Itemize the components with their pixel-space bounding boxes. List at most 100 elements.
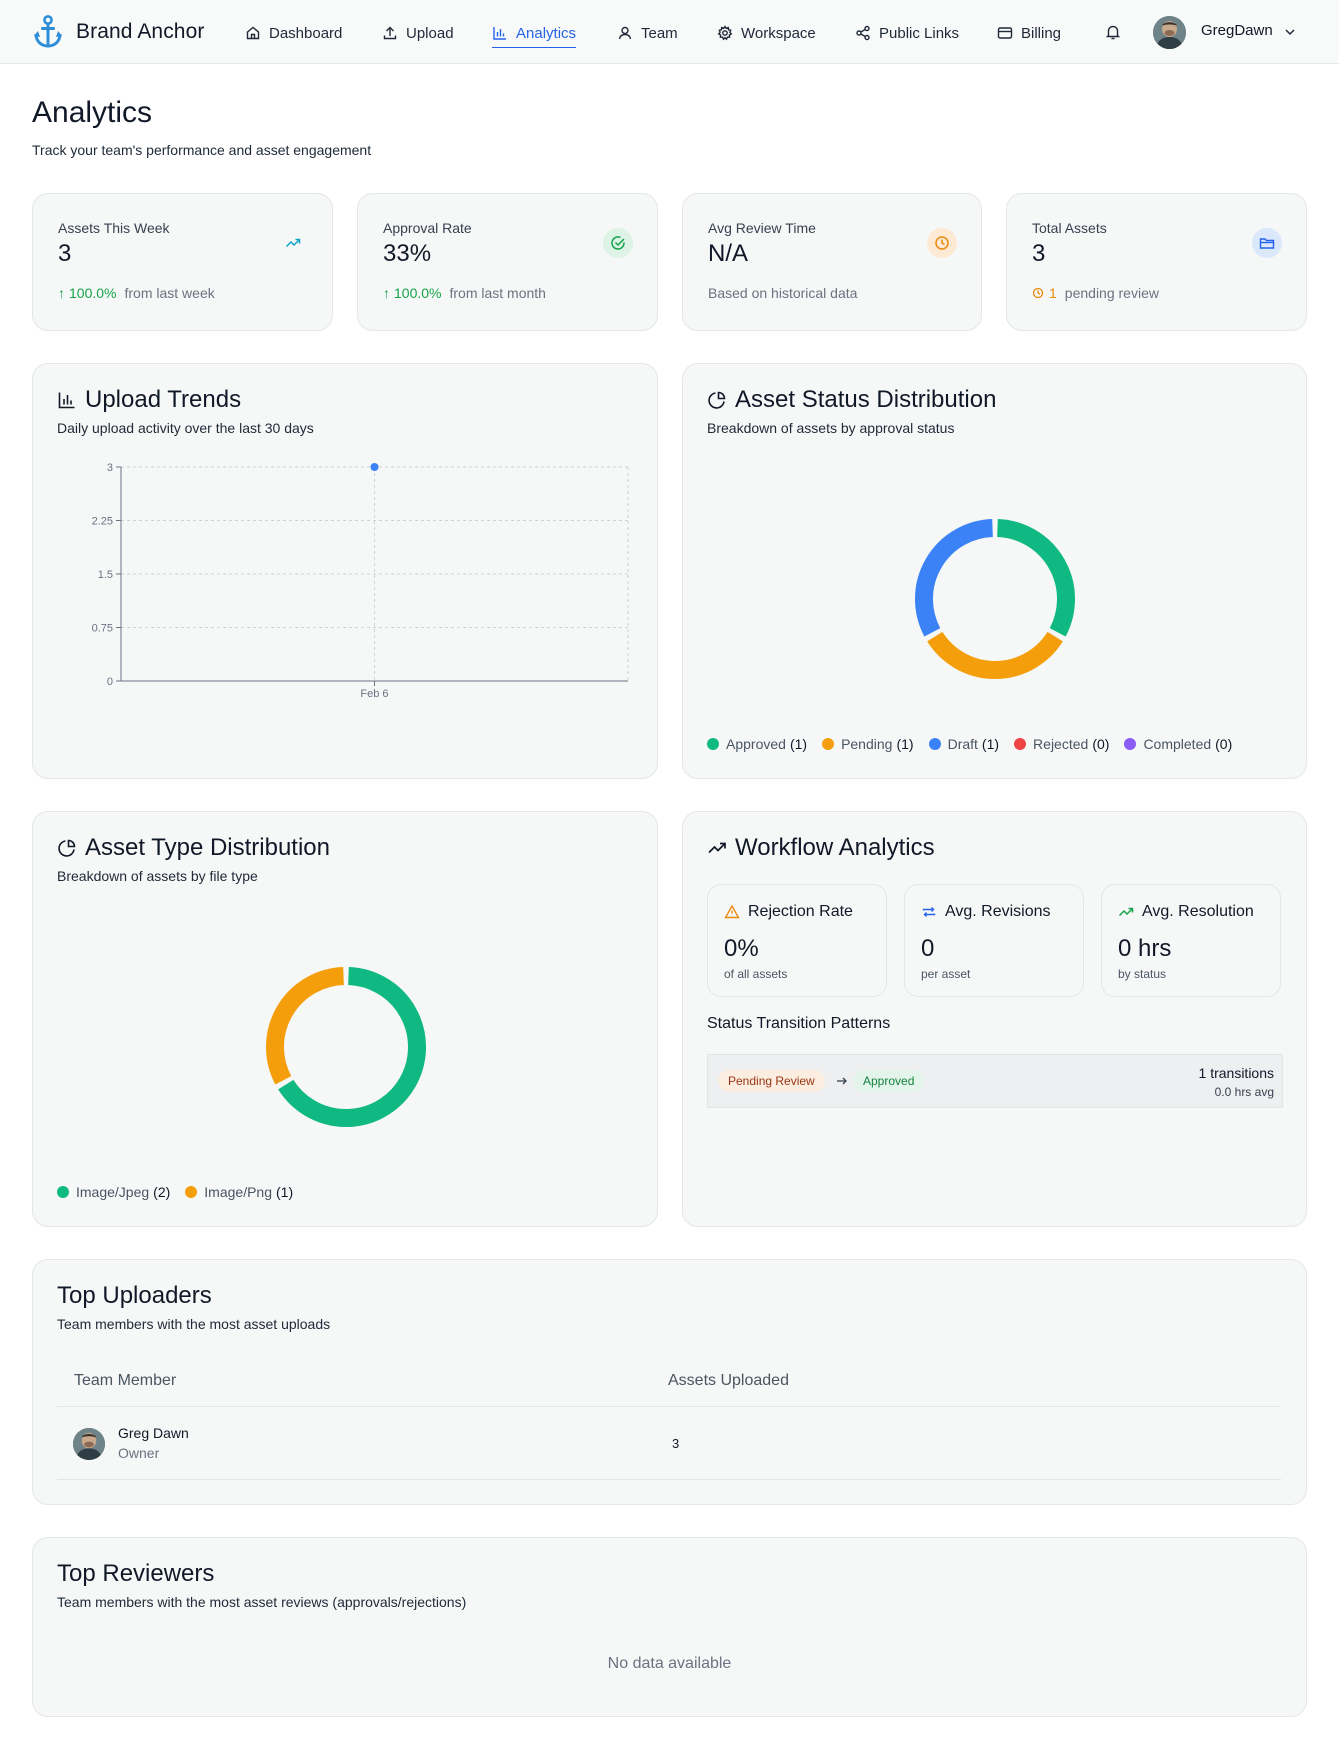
metric-avg-revisions: Avg. Revisions 0 per asset xyxy=(904,884,1084,997)
transition-patterns-title: Status Transition Patterns xyxy=(707,1015,891,1032)
stat-value: 3 xyxy=(1032,240,1046,267)
divider xyxy=(57,1479,1281,1480)
top-uploaders-card: Top Uploaders Team members with the most… xyxy=(32,1259,1307,1505)
metric-sub: of all assets xyxy=(724,967,788,981)
avatar-image xyxy=(1153,16,1186,49)
avatar xyxy=(73,1428,105,1460)
nav-analytics-label: Analytics xyxy=(516,24,577,42)
column-header-assets-uploaded[interactable]: Assets Uploaded xyxy=(668,1372,789,1389)
credit-card-icon xyxy=(997,27,1013,39)
arrow-up-icon: ↑ xyxy=(58,285,65,301)
stat-label: Avg Review Time xyxy=(708,220,816,236)
donut-slice-image-png[interactable] xyxy=(266,967,345,1085)
nav-public-links[interactable]: Public Links xyxy=(855,22,959,44)
legend-item[interactable]: Pending (1) xyxy=(822,736,914,752)
nav-team-label: Team xyxy=(641,24,678,42)
clock-icon xyxy=(935,236,949,250)
upload-icon xyxy=(383,26,397,40)
pie-chart-icon xyxy=(708,391,726,409)
nav-workspace[interactable]: Workspace xyxy=(717,22,816,44)
legend-count: (1) xyxy=(981,736,1000,752)
uploader-role: Owner xyxy=(118,1445,160,1461)
user-name[interactable]: GregDawn xyxy=(1201,22,1273,39)
y-tick-label: 0.75 xyxy=(92,623,113,635)
status-badge-approved: Approved xyxy=(853,1070,925,1092)
nav-billing[interactable]: Billing xyxy=(997,22,1061,44)
stat-note: from last month xyxy=(449,285,546,301)
type-distribution-card: Asset Type Distribution Breakdown of ass… xyxy=(32,811,658,1227)
status-distribution-card: Asset Status Distribution Breakdown of a… xyxy=(682,363,1307,779)
brand[interactable]: Brand Anchor xyxy=(34,14,204,50)
metric-value: 0% xyxy=(724,935,759,962)
legend-count: (0) xyxy=(1215,736,1233,752)
gear-icon xyxy=(717,25,733,41)
nav-upload[interactable]: Upload xyxy=(382,22,454,44)
nav-dashboard[interactable]: Dashboard xyxy=(245,22,342,44)
legend-item[interactable]: Image/Jpeg (2) xyxy=(57,1184,170,1200)
metric-sub: per asset xyxy=(921,967,971,981)
type-donut-chart xyxy=(266,967,426,1127)
stat-delta-value: 100.0% xyxy=(394,285,442,301)
donut-slice-image-jpeg[interactable] xyxy=(278,967,426,1127)
type-distribution-subtitle: Breakdown of assets by file type xyxy=(57,868,258,884)
legend-dot xyxy=(822,738,835,750)
stat-note: Based on historical data xyxy=(708,285,858,301)
donut-slice-draft[interactable] xyxy=(915,519,994,637)
column-header-team-member[interactable]: Team Member xyxy=(74,1372,177,1389)
nav-upload-label: Upload xyxy=(406,24,454,42)
legend-item[interactable]: Image/Png (1) xyxy=(185,1184,293,1200)
bar-chart-icon xyxy=(58,392,75,409)
y-tick-label: 0 xyxy=(107,676,113,688)
stat-delta: ↑ 100.0% xyxy=(58,285,116,301)
donut-slice-pending[interactable] xyxy=(927,631,1063,679)
metric-label: Rejection Rate xyxy=(748,903,853,920)
nav-team[interactable]: Team xyxy=(617,22,678,44)
stat-delta: ↑ 100.0% xyxy=(383,285,441,301)
arrow-up-icon: ↑ xyxy=(383,285,390,301)
stat-label: Assets This Week xyxy=(58,220,170,236)
status-donut-chart xyxy=(915,519,1075,679)
status-badge-pending-review: Pending Review xyxy=(718,1070,825,1092)
metric-heading: Avg. Resolution xyxy=(1118,903,1254,921)
chevron-down-icon[interactable] xyxy=(1283,25,1297,39)
folder-icon xyxy=(1259,238,1275,249)
divider xyxy=(57,1406,1281,1407)
metric-heading: Avg. Revisions xyxy=(921,903,1051,921)
donut-slice-approved[interactable] xyxy=(996,519,1075,637)
legend-item[interactable]: Draft (1) xyxy=(928,736,1000,752)
transition-count: 1 transitions xyxy=(1198,1065,1274,1081)
legend-label: Approved xyxy=(726,736,786,752)
metric-heading: Rejection Rate xyxy=(724,903,853,921)
metric-value: 0 hrs xyxy=(1118,935,1172,962)
stat-footer: Based on historical data xyxy=(708,285,857,301)
trending-up-icon xyxy=(285,238,301,248)
nav-dashboard-label: Dashboard xyxy=(269,24,343,42)
stat-delta-value: 1 xyxy=(1049,285,1057,301)
top-navbar: Brand Anchor Dashboard Upload Analytics … xyxy=(0,0,1339,64)
uploader-count: 3 xyxy=(672,1436,680,1451)
avatar[interactable] xyxy=(1153,16,1186,49)
stat-delta-value: 100.0% xyxy=(69,285,117,301)
legend-label: Image/Jpeg xyxy=(76,1184,150,1200)
arrow-right-icon xyxy=(837,1077,847,1085)
type-legend: Image/Jpeg (2) Image/Png (1) xyxy=(57,1184,308,1200)
legend-item[interactable]: Completed (0) xyxy=(1124,736,1232,752)
nav-public-links-label: Public Links xyxy=(879,24,960,42)
top-reviewers-title: Top Reviewers xyxy=(57,1560,215,1587)
pie-chart-icon xyxy=(58,839,76,857)
stat-footer: ↑ 100.0% from last week xyxy=(58,285,215,301)
clock-icon xyxy=(1032,287,1044,299)
avatar-image xyxy=(73,1428,105,1460)
card-title-text: Asset Status Distribution xyxy=(735,386,997,413)
legend-dot xyxy=(1124,738,1137,750)
data-point[interactable] xyxy=(370,463,379,471)
y-tick-label: 1.5 xyxy=(98,569,113,581)
bell-icon[interactable] xyxy=(1104,23,1122,41)
legend-item[interactable]: Approved (1) xyxy=(707,736,807,752)
bar-chart-icon xyxy=(493,27,506,40)
transition-row: Pending Review Approved 1 transitions 0.… xyxy=(707,1054,1283,1108)
nav-analytics[interactable]: Analytics xyxy=(492,22,577,48)
legend-item[interactable]: Rejected (0) xyxy=(1014,736,1109,752)
workflow-analytics-title: Workflow Analytics xyxy=(707,834,935,862)
metric-value: 0 xyxy=(921,935,935,962)
